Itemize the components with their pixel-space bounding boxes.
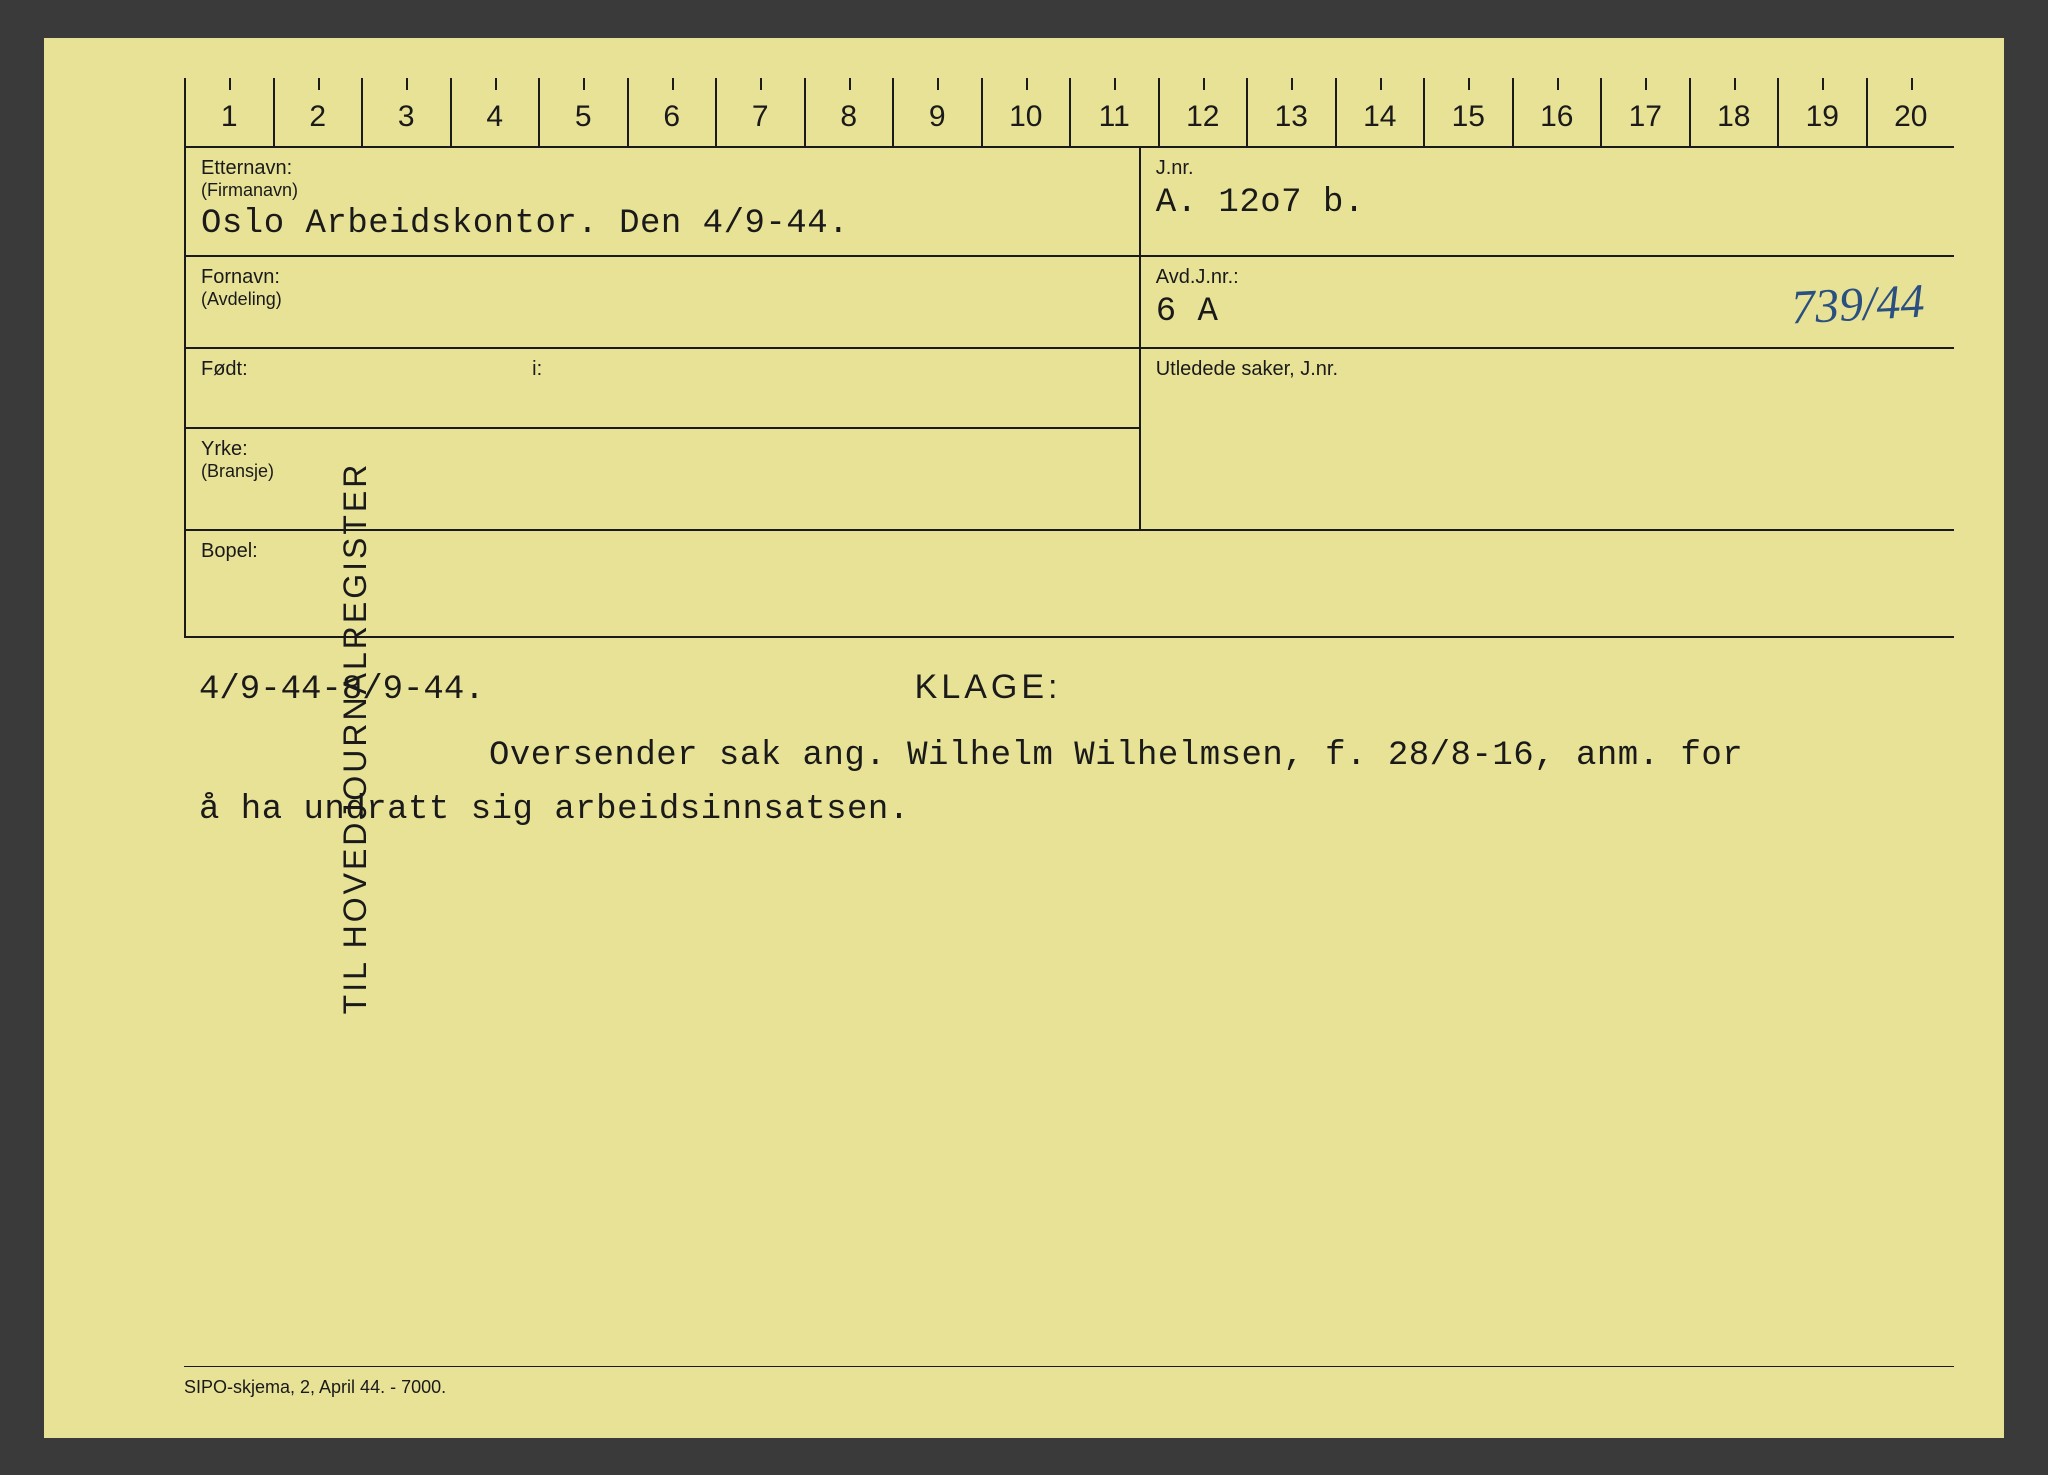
body-text: Oversender sak ang. Wilhelm Wilhelmsen, …: [199, 729, 1934, 838]
ruler-tick: 8: [806, 78, 895, 146]
ruler-tick: 4: [452, 78, 541, 146]
label-jnr: J.nr.: [1156, 156, 1939, 180]
ruler-tick: 6: [629, 78, 718, 146]
cell-jnr: J.nr. A. 12o7 b.: [1141, 148, 1954, 255]
label-utledede: Utledede saker, J.nr.: [1156, 357, 1939, 381]
ruler-tick: 20: [1868, 78, 1955, 146]
row-fornavn-avdjnr: Fornavn: (Avdeling) Avd.J.nr.: 6 A 739/4…: [186, 257, 1954, 349]
ruler-tick: 1: [184, 78, 275, 146]
sublabel-bransje: (Bransje): [201, 461, 1124, 482]
cell-fodt: Født: i:: [186, 349, 1139, 429]
ruler-tick: 17: [1602, 78, 1691, 146]
register-card: TIL HOVEDJOURNALREGISTER 1 2 3 4 5 6 7 8…: [44, 38, 2004, 1438]
label-i: i:: [532, 357, 542, 381]
handwritten-annotation: 739/44: [1789, 273, 1925, 335]
cell-utledede: Utledede saker, J.nr.: [1141, 349, 1954, 529]
cell-yrke: Yrke: (Bransje): [186, 429, 1139, 529]
value-jnr: A. 12o7 b.: [1156, 184, 1939, 222]
klage-title: KLAGE:: [915, 668, 1062, 707]
ruler-tick: 7: [717, 78, 806, 146]
label-bopel: Bopel:: [201, 539, 1939, 563]
row-bopel: Bopel:: [186, 531, 1954, 638]
row-etternavn-jnr: Etternavn: (Firmanavn) Oslo Arbeidskonto…: [186, 148, 1954, 257]
cell-fornavn: Fornavn: (Avdeling): [186, 257, 1141, 347]
ruler-tick: 11: [1071, 78, 1160, 146]
ruler-tick: 14: [1337, 78, 1426, 146]
label-fodt: Født:: [201, 358, 248, 380]
ruler-scale: 1 2 3 4 5 6 7 8 9 10 11 12 13 14 15 16 1…: [184, 78, 1954, 148]
cell-avdjnr: Avd.J.nr.: 6 A 739/44: [1141, 257, 1954, 347]
label-fornavn: Fornavn:: [201, 265, 1124, 289]
footer-print-info: SIPO-skjema, 2, April 44. - 7000.: [184, 1366, 1954, 1398]
label-etternavn: Etternavn:: [201, 156, 1124, 180]
ruler-tick: 3: [363, 78, 452, 146]
ruler-tick: 2: [275, 78, 364, 146]
ruler-tick: 5: [540, 78, 629, 146]
value-etternavn: Oslo Arbeidskontor. Den 4/9-44.: [201, 205, 1124, 243]
body-header: 4/9-44-8/9-44. KLAGE:: [199, 668, 1934, 709]
ruler-tick: 18: [1691, 78, 1780, 146]
body-line-2: å ha undratt sig arbeidsinnsatsen.: [199, 791, 910, 829]
ruler-tick: 9: [894, 78, 983, 146]
ruler-tick: 13: [1248, 78, 1337, 146]
label-yrke: Yrke:: [201, 437, 1124, 461]
body-line-1: Oversender sak ang. Wilhelm Wilhelmsen, …: [489, 737, 1743, 775]
ruler-tick: 16: [1514, 78, 1603, 146]
row-fodt-utledede: Født: i: Yrke: (Bransje) Utledede saker,…: [186, 349, 1954, 531]
ruler-tick: 19: [1779, 78, 1868, 146]
ruler-tick: 10: [983, 78, 1072, 146]
cell-etternavn: Etternavn: (Firmanavn) Oslo Arbeidskonto…: [186, 148, 1141, 255]
ruler-tick: 12: [1160, 78, 1249, 146]
cell-bopel: Bopel:: [186, 531, 1954, 636]
sublabel-avdeling: (Avdeling): [201, 289, 1124, 310]
body-section: 4/9-44-8/9-44. KLAGE: Oversender sak ang…: [184, 638, 1954, 858]
sublabel-firmanavn: (Firmanavn): [201, 180, 1124, 201]
form-grid: Etternavn: (Firmanavn) Oslo Arbeidskonto…: [184, 148, 1954, 638]
ruler-tick: 15: [1425, 78, 1514, 146]
